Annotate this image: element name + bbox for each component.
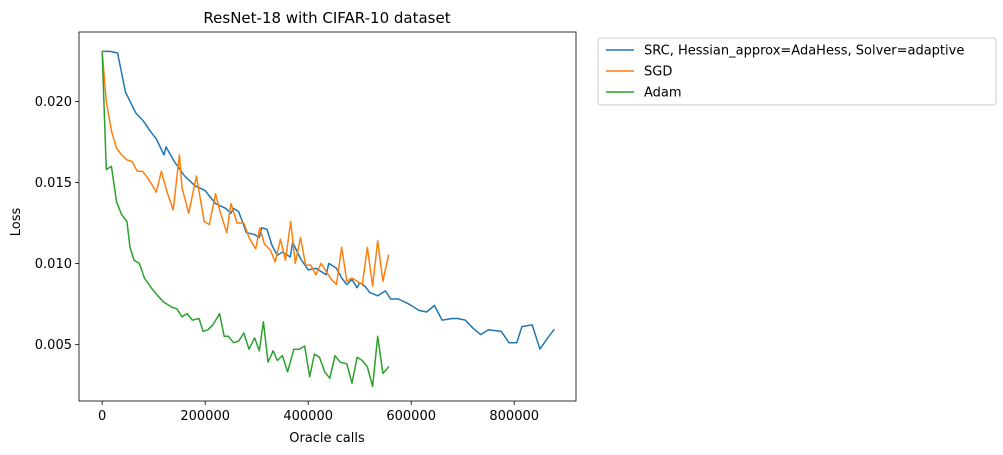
x-tick-label: 0 [98, 409, 106, 424]
series-line-2 [101, 50, 390, 287]
series-line-3 [101, 52, 390, 388]
legend: SRC, Hessian_approx=AdaHess, Solver=adap… [597, 37, 997, 106]
y-tick-label: 0.010 [35, 257, 72, 272]
legend-box [597, 37, 997, 106]
y-tick-label: 0.020 [35, 95, 72, 110]
y-tick-label: 0.015 [35, 176, 72, 191]
x-tick-label: 400000 [283, 409, 333, 424]
x-axis-ticks: 0 200000 400000 600000 800000 [98, 401, 539, 424]
series-line-1 [101, 50, 555, 350]
x-axis-title: Oracle calls [289, 431, 365, 446]
plot-frame [78, 31, 577, 402]
legend-label-2: SGD [644, 65, 672, 80]
chart-title: ResNet-18 with CIFAR-10 dataset [203, 9, 450, 27]
y-tick-label: 0.005 [35, 338, 72, 353]
x-tick-label: 200000 [180, 409, 230, 424]
x-tick-label: 600000 [386, 409, 436, 424]
y-axis-ticks: 0.005 0.010 0.015 0.020 [35, 95, 79, 353]
plot-area [78, 31, 577, 402]
legend-label-3: Adam [644, 86, 682, 101]
x-tick-label: 800000 [489, 409, 539, 424]
y-axis-title: Loss [9, 208, 24, 237]
legend-label-1: SRC, Hessian_approx=AdaHess, Solver=adap… [644, 44, 964, 59]
